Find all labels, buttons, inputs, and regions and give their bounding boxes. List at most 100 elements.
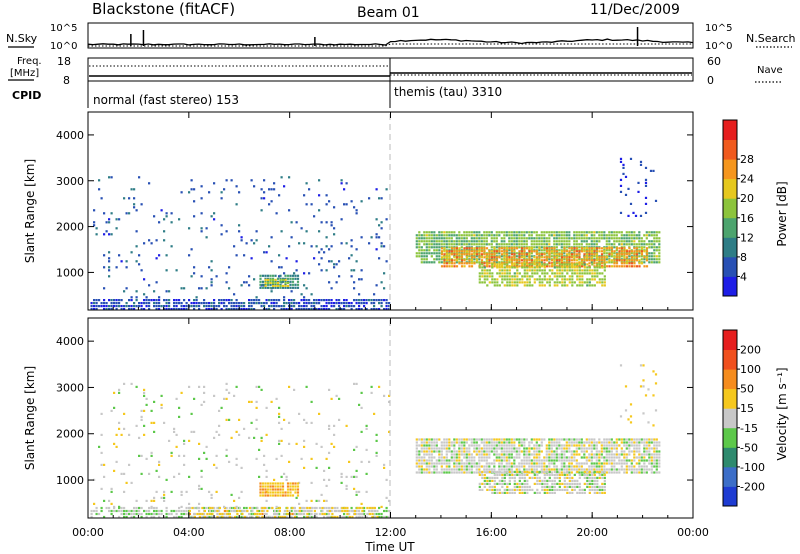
- scatter-cell: [658, 450, 661, 453]
- scatter-cell: [568, 438, 571, 441]
- scatter-cell: [535, 256, 539, 259]
- scatter-cell: [453, 262, 456, 265]
- scatter-cell: [658, 255, 661, 258]
- scatter-cell: [556, 266, 559, 269]
- scatter-cell: [198, 487, 201, 490]
- scatter-cell: [600, 441, 603, 444]
- scatter-cell: [568, 256, 571, 259]
- scatter-cell: [278, 266, 281, 269]
- scatter-cell: [465, 456, 468, 459]
- scatter-cell: [223, 299, 226, 302]
- scatter-cell: [635, 441, 638, 444]
- scatter-cell: [541, 263, 544, 266]
- scatter-cell: [583, 253, 586, 256]
- scatter-cell: [548, 265, 551, 268]
- scatter-cell: [348, 512, 351, 516]
- scatter-cell: [533, 462, 536, 465]
- scatter-cell: [143, 409, 146, 412]
- scatter-cell: [591, 485, 594, 488]
- scatter-cell: [355, 469, 358, 472]
- scatter-cell: [148, 302, 151, 305]
- scatter-cell: [203, 302, 206, 305]
- scatter-cell: [583, 240, 586, 243]
- scatter-cell: [553, 256, 556, 259]
- scatter-cell: [475, 453, 478, 456]
- scatter-cell: [478, 250, 481, 253]
- scatter-cell: [605, 468, 608, 471]
- scatter-cell: [623, 237, 626, 240]
- scatter-cell: [538, 447, 541, 450]
- scatter-cell: [521, 485, 524, 488]
- scatter-cell: [493, 470, 496, 473]
- scatter-cell: [425, 255, 428, 258]
- colorbar-swatch: [723, 256, 737, 277]
- scatter-cell: [518, 256, 521, 259]
- scatter-cell: [538, 281, 541, 284]
- scatter-cell: [518, 272, 521, 275]
- scatter-cell: [570, 253, 574, 256]
- scatter-cell: [535, 240, 538, 243]
- scatter-cell: [513, 284, 516, 287]
- scatter-cell: [493, 491, 496, 494]
- scatter-cell: [160, 403, 163, 406]
- scatter-cell: [276, 494, 280, 497]
- scatter-cell: [318, 251, 321, 254]
- scatter-cell: [654, 382, 658, 385]
- scatter-cell: [480, 447, 483, 450]
- scatter-cell: [563, 284, 566, 287]
- scatter-cell: [230, 509, 233, 513]
- cpid-segment-themis: themis (tau) 3310: [394, 85, 502, 99]
- scatter-cell: [475, 471, 478, 474]
- scatter-cell: [550, 468, 553, 471]
- scatter-cell: [428, 240, 431, 243]
- scatter-cell: [545, 459, 548, 462]
- scatter-cell: [440, 447, 443, 450]
- scatter-cell: [535, 450, 538, 453]
- scatter-cell: [288, 509, 291, 513]
- scatter-cell: [248, 299, 251, 302]
- scatter-cell: [500, 240, 503, 243]
- scatter-cell: [180, 287, 183, 290]
- scatter-cell: [333, 233, 336, 236]
- scatter-cell: [645, 465, 648, 468]
- scatter-cell: [608, 459, 611, 462]
- scatter-cell: [353, 281, 356, 284]
- scatter-cell: [433, 468, 436, 471]
- scatter-cell: [453, 459, 456, 462]
- scatter-cell: [575, 465, 578, 468]
- scatter-cell: [178, 509, 181, 513]
- scatter-cell: [261, 494, 265, 497]
- scatter-cell: [629, 421, 633, 424]
- colorbar-swatch: [723, 486, 737, 507]
- scatter-cell: [605, 265, 609, 268]
- scatter-cell: [123, 472, 126, 475]
- scatter-cell: [291, 286, 295, 289]
- scatter-cell: [253, 302, 256, 305]
- scatter-cell: [373, 509, 376, 513]
- scatter-cell: [633, 262, 636, 265]
- scatter-cell: [528, 278, 531, 281]
- scatter-cell: [518, 237, 521, 240]
- scatter-cell: [546, 473, 549, 476]
- scatter-cell: [336, 515, 339, 519]
- scatter-cell: [423, 441, 426, 444]
- scatter-cell: [274, 284, 277, 287]
- scatter-cell: [526, 284, 529, 287]
- scatter-cell: [328, 515, 331, 519]
- scatter-cell: [335, 308, 338, 311]
- scatter-cell: [595, 237, 598, 240]
- scatter-cell: [430, 462, 433, 465]
- scatter-cell: [278, 442, 281, 445]
- scatter-cell: [568, 266, 571, 269]
- scatter-cell: [279, 494, 282, 497]
- scatter-cell: [373, 308, 376, 311]
- scatter-cell: [556, 272, 559, 275]
- scatter-cell: [310, 509, 313, 513]
- scatter-cell: [328, 281, 331, 284]
- scatter-cell: [183, 442, 186, 445]
- scatter-cell: [328, 299, 331, 302]
- scatter-cell: [443, 468, 446, 471]
- scatter-cell: [639, 160, 643, 163]
- scatter-cell: [478, 488, 481, 491]
- scatter-cell: [571, 482, 574, 485]
